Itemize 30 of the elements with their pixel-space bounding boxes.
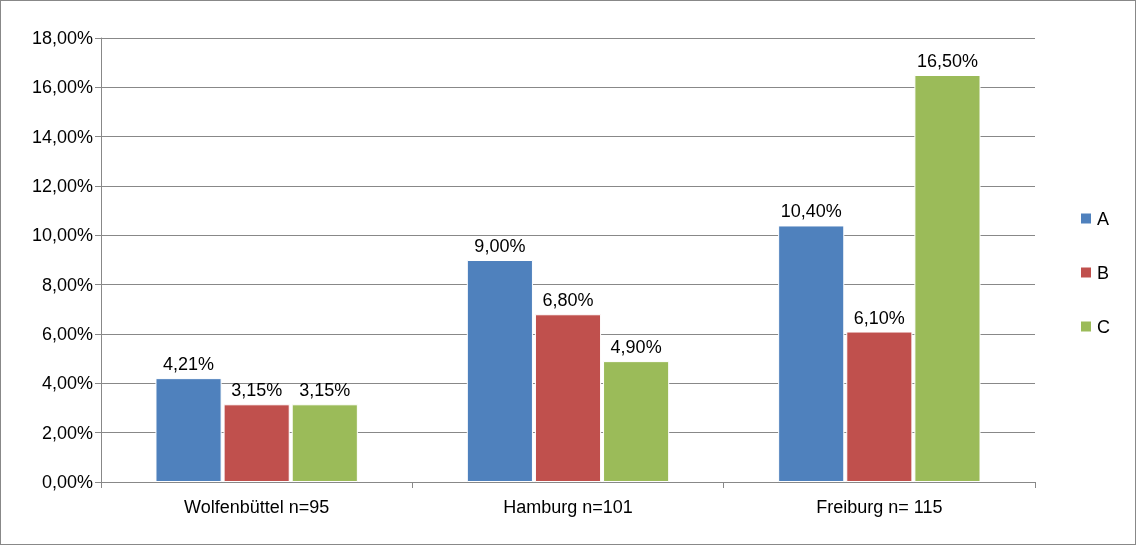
y-tick-label: 12,00% (31, 176, 93, 196)
y-tick-label: 4,00% (41, 373, 93, 394)
data-label: 10,40% (780, 201, 842, 222)
data-label: 9,00% (474, 236, 526, 256)
y-tick-label: 2,00% (41, 422, 93, 443)
data-label: 3,15% (299, 380, 351, 401)
y-tick-label: 0,00% (41, 472, 93, 492)
y-tick-label: 10,00% (31, 225, 93, 246)
data-label: 4,90% (610, 337, 662, 358)
legend-label: C (1097, 316, 1110, 337)
data-label: 6,80% (542, 290, 594, 311)
bar (291, 404, 358, 482)
data-label: 4,21% (163, 354, 215, 375)
legend-label: B (1097, 262, 1110, 283)
bar (534, 314, 602, 482)
y-tick-label: 14,00% (31, 126, 93, 147)
bar (603, 361, 670, 482)
x-tick-label: Freiburg n= 115 (816, 497, 943, 517)
x-tick-label: Hamburg n=101 (503, 497, 633, 517)
bar (466, 260, 533, 482)
y-tick-label: 18,00% (31, 28, 93, 48)
y-tick-label: 6,00% (41, 324, 93, 344)
x-tick-label: Wolfenbüttel n=95 (184, 497, 330, 517)
bar (778, 225, 845, 482)
data-label: 16,50% (916, 51, 978, 71)
legend-label: A (1097, 208, 1110, 229)
y-tick-label: 8,00% (41, 274, 93, 295)
y-tick-label: 16,00% (31, 77, 93, 98)
data-label: 3,15% (231, 380, 283, 401)
data-label: 6,10% (853, 307, 905, 328)
